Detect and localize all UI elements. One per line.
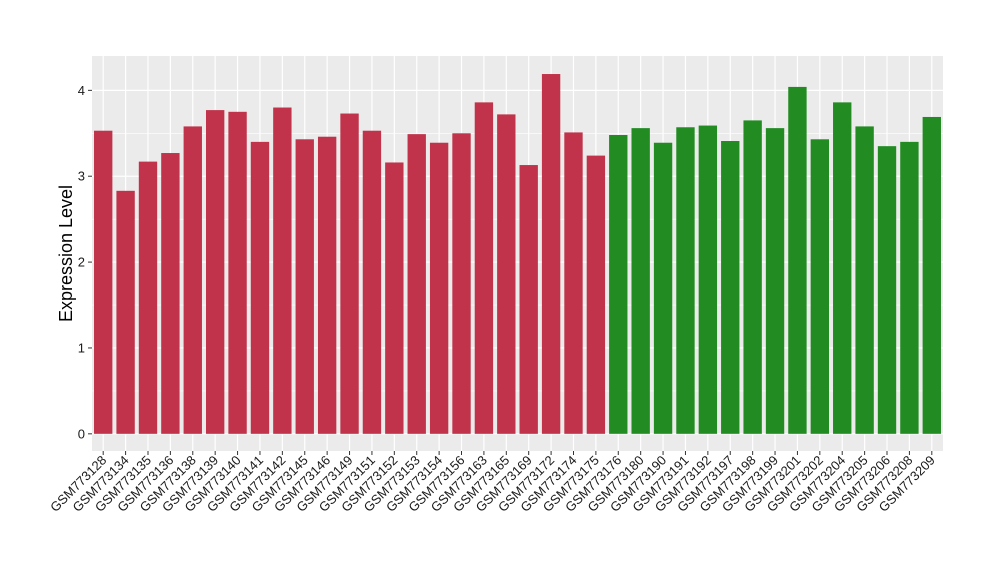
bar-GSM773145 — [295, 139, 314, 434]
bar-GSM773209 — [922, 116, 941, 434]
bar-GSM773140 — [228, 111, 247, 434]
bar-GSM773146 — [317, 136, 337, 434]
y-tick-label: 3 — [78, 169, 85, 184]
x-axis: GSM773128GSM773134GSM773135GSM773136GSM7… — [47, 451, 938, 515]
bar-GSM773152 — [385, 162, 404, 434]
bar-GSM773154 — [429, 142, 449, 434]
bar-GSM773191 — [676, 127, 695, 434]
bar-GSM773197 — [721, 141, 740, 434]
bar-GSM773172 — [541, 74, 561, 434]
bars — [94, 74, 941, 434]
bar-GSM773169 — [519, 165, 538, 434]
bar-GSM773163 — [474, 102, 494, 434]
bar-GSM773134 — [116, 190, 135, 434]
bar-GSM773206 — [877, 146, 897, 434]
bar-GSM773165 — [497, 114, 516, 434]
y-tick-label: 0 — [78, 426, 85, 441]
bar-GSM773151 — [362, 130, 382, 434]
bar-GSM773139 — [205, 110, 225, 434]
bar-GSM773135 — [138, 161, 158, 434]
y-axis: 0 1 2 3 4 — [78, 83, 92, 441]
bar-GSM773176 — [609, 135, 628, 434]
bar-GSM773190 — [653, 142, 673, 434]
bar-GSM773128 — [94, 130, 113, 434]
bar-GSM773204 — [833, 102, 852, 434]
bar-GSM773180 — [631, 128, 650, 434]
bar-GSM773142 — [273, 107, 292, 434]
bar-GSM773199 — [765, 128, 785, 434]
bar-GSM773175 — [586, 155, 606, 434]
bar-GSM773201 — [788, 86, 807, 434]
bar-GSM773141 — [250, 141, 270, 434]
bar-GSM773198 — [743, 120, 762, 434]
y-axis-title: Expression Level — [56, 185, 76, 322]
y-tick-label: 2 — [78, 255, 85, 270]
y-tick-label: 4 — [78, 83, 85, 98]
bar-GSM773174 — [564, 132, 583, 434]
y-tick-label: 1 — [78, 340, 85, 355]
bar-GSM773156 — [452, 133, 471, 434]
bar-GSM773202 — [810, 139, 830, 434]
bar-GSM773192 — [698, 125, 718, 434]
bar-GSM773149 — [340, 113, 359, 434]
bar-GSM773153 — [407, 134, 426, 434]
bar-GSM773208 — [900, 141, 919, 434]
bar-GSM773205 — [855, 126, 874, 434]
bar-GSM773138 — [183, 126, 202, 434]
bar-GSM773136 — [161, 153, 180, 434]
